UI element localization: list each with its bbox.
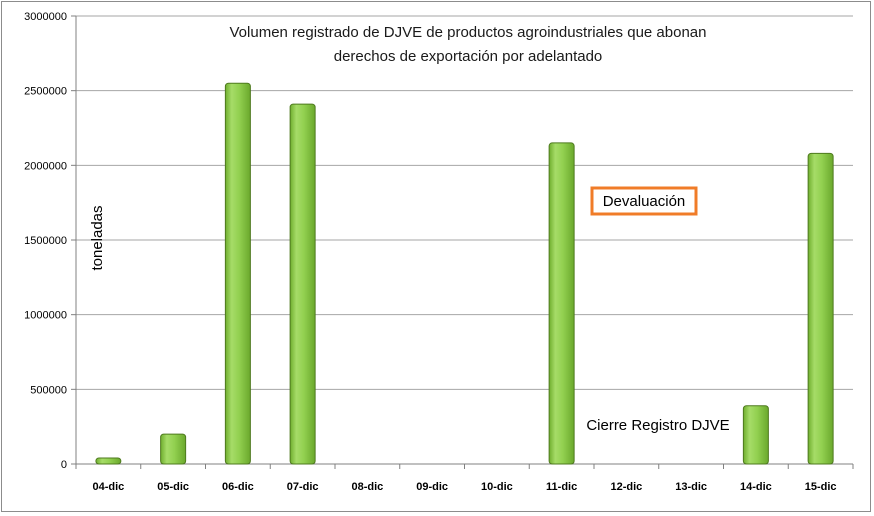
y-tick-label: 1000000: [24, 310, 67, 322]
bar-11-dic: [548, 142, 575, 465]
bar-06-dic: [224, 82, 251, 465]
x-tick-label: 06-dic: [222, 481, 254, 493]
bars: [95, 82, 834, 465]
bar-15-dic: [807, 152, 834, 465]
x-tick-label: 11-dic: [546, 481, 577, 493]
devaluacion-annotation: Devaluación: [603, 193, 686, 210]
y-tick-label: 2500000: [24, 86, 67, 98]
y-tick-label: 0: [61, 459, 67, 471]
y-tick-label: 500000: [30, 384, 67, 396]
chart-title-line-1: Volumen registrado de DJVE de productos …: [230, 24, 707, 41]
y-tick-labels: 0 500000 1000000 1500000 2000000 2500000 30000…: [24, 11, 67, 471]
bar-14-dic: [742, 405, 769, 465]
bar-04-dic: [95, 457, 122, 465]
bar-05-dic: [160, 433, 187, 465]
devaluacion-annotation-box: [590, 186, 698, 216]
y-axis-label: toneladas: [89, 205, 106, 270]
x-tick-labels: 04-dic 05-dic 06-dic 07-dic 08-dic 09-dic 10-d…: [92, 481, 836, 493]
x-tick-label: 04-dic: [92, 481, 124, 493]
x-tick-label: 13-dic: [675, 481, 707, 493]
y-tick-label: 1500000: [24, 235, 67, 247]
bar-07-dic: [289, 103, 316, 465]
x-tick-label: 12-dic: [610, 481, 642, 493]
x-tick-label: 09-dic: [416, 481, 448, 493]
y-tick-label: 3000000: [24, 11, 67, 23]
gridlines: [71, 15, 853, 465]
x-tick-label: 14-dic: [740, 481, 772, 493]
y-tick-label: 2000000: [24, 160, 67, 172]
chart-title-line-2: derechos de exportación por adelantado: [334, 48, 603, 65]
axes: [75, 16, 854, 469]
x-tick-label: 08-dic: [351, 481, 383, 493]
x-tick-label: 07-dic: [287, 481, 319, 493]
x-tick-label: 10-dic: [481, 481, 513, 493]
x-tick-label: 15-dic: [805, 481, 837, 493]
cierre-registro-annotation: Cierre Registro DJVE: [586, 417, 729, 434]
x-tick-label: 05-dic: [157, 481, 189, 493]
